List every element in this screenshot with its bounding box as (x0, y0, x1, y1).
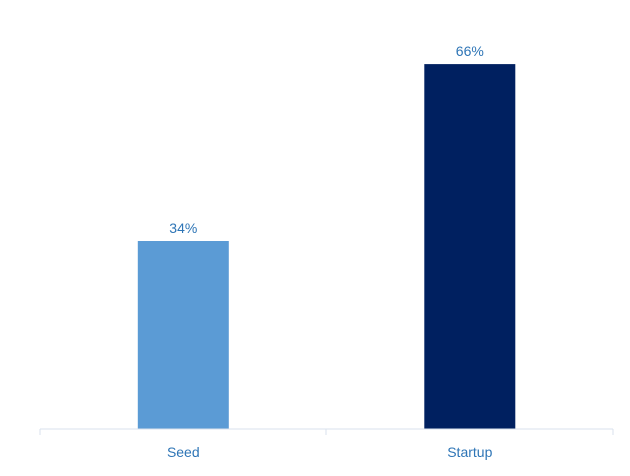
data-labels-layer: 34% 66% (169, 43, 484, 236)
x-tick-label-seed: Seed (167, 444, 200, 460)
bars-layer (137, 64, 516, 429)
data-label-seed: 34% (169, 220, 197, 236)
x-tick-label-startup: Startup (447, 444, 492, 460)
bar-startup (424, 64, 516, 429)
data-label-startup: 66% (456, 43, 484, 59)
x-tick-labels: Seed Startup (167, 444, 493, 460)
x-axis (39, 428, 614, 435)
bar-seed (137, 241, 229, 429)
